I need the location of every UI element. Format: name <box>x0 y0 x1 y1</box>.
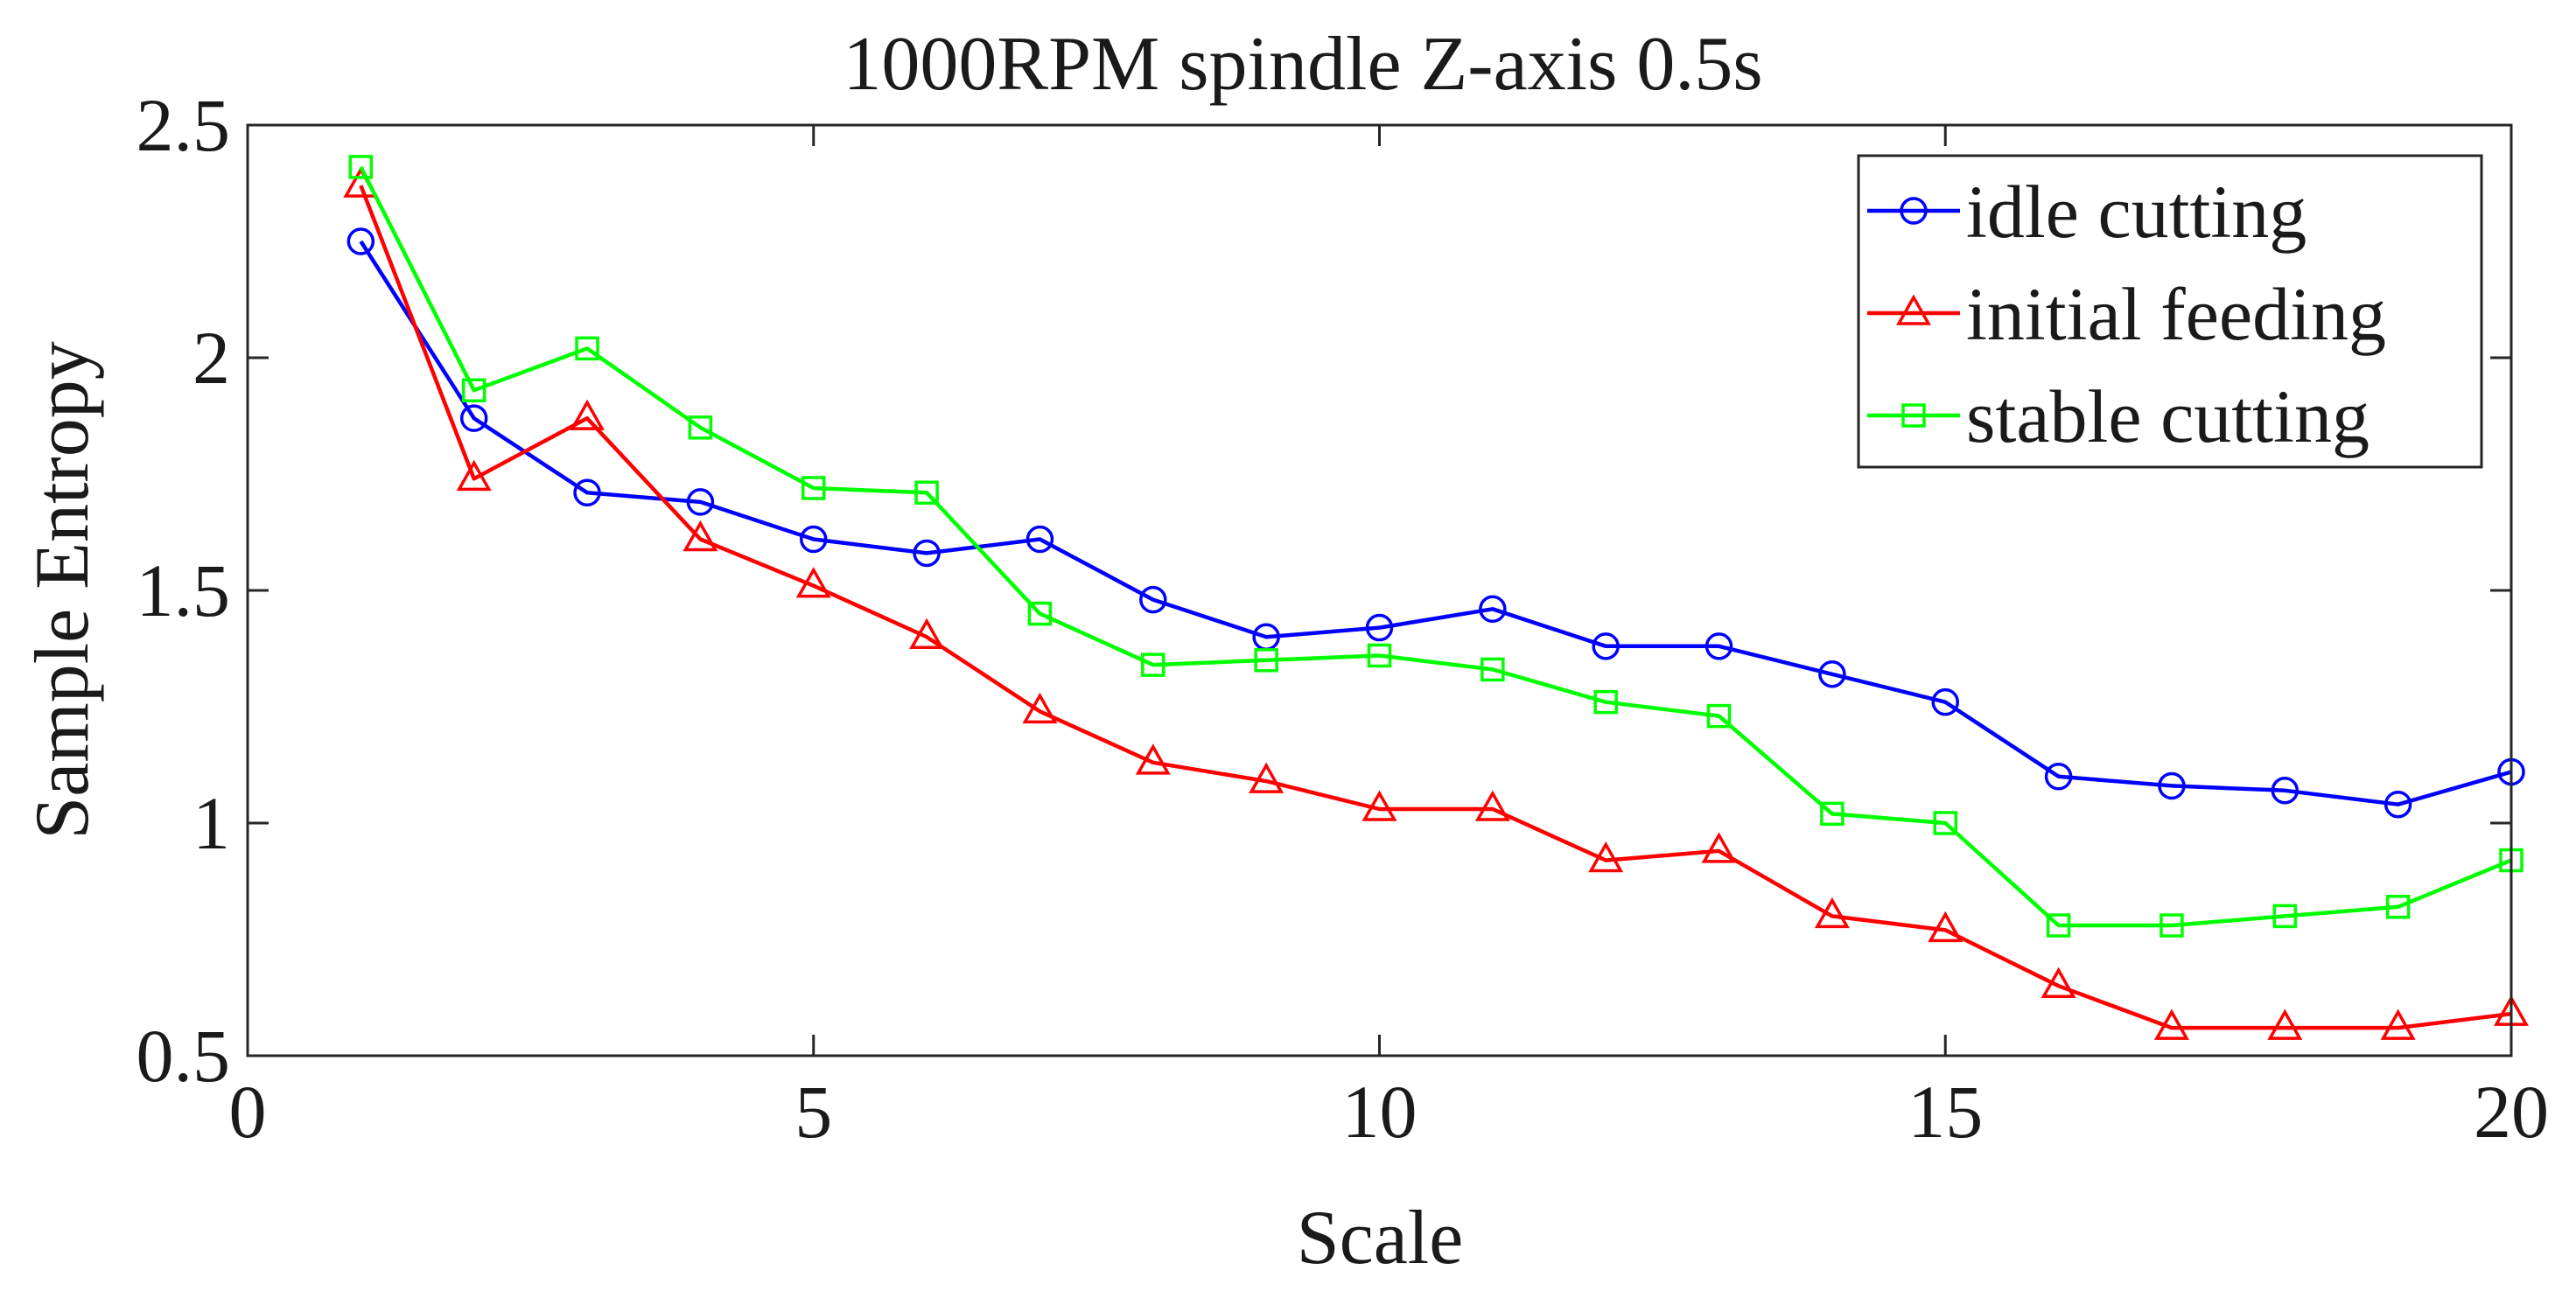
data-point-idle-cutting <box>800 525 828 554</box>
data-point-idle-cutting <box>2044 763 2073 791</box>
axis-ticks: 0 5 10 15 20 0.5 1 1.5 2 2.5 <box>136 83 2550 1154</box>
data-point-initial-feeding <box>682 520 718 552</box>
x-tick-label: 0 <box>229 1070 267 1154</box>
data-point-stable-cutting <box>1367 643 1392 668</box>
data-point-initial-feeding <box>1022 692 1058 724</box>
data-point-stable-cutting <box>914 480 939 506</box>
data-point-stable-cutting <box>1593 689 1618 715</box>
data-point-initial-feeding <box>1362 790 1397 821</box>
data-point-stable-cutting <box>802 476 826 500</box>
legend-marker-idle-cutting <box>1900 197 1928 225</box>
x-axis-label: Scale <box>1297 1196 1464 1281</box>
x-tick-label: 5 <box>794 1070 832 1154</box>
data-point-stable-cutting <box>1933 811 1957 835</box>
chart-title: 1000RPM spindle Z-axis 0.5s <box>843 22 1762 107</box>
data-point-initial-feeding <box>2153 1008 2189 1040</box>
data-point-initial-feeding <box>570 399 606 430</box>
series-line-idle-cutting <box>359 240 2512 806</box>
data-point-initial-feeding <box>2267 1008 2303 1040</box>
data-point-stable-cutting <box>2046 913 2071 938</box>
legend-label-stable-cutting: stable cutting <box>1966 374 2370 458</box>
legend-marker-initial-feeding <box>1895 294 1932 325</box>
x-tick-label: 10 <box>1342 1070 1418 1154</box>
data-point-idle-cutting <box>2271 777 2300 805</box>
data-point-idle-cutting <box>1818 660 1846 688</box>
data-point-stable-cutting <box>2272 904 2298 929</box>
data-point-initial-feeding <box>1249 762 1284 793</box>
data-point-stable-cutting <box>1820 801 1844 827</box>
data-point-idle-cutting <box>1026 525 1054 554</box>
y-tick-label: 1 <box>192 781 230 865</box>
legend-marker-stable-cutting <box>1901 403 1926 428</box>
data-point-stable-cutting <box>348 155 374 179</box>
data-point-idle-cutting <box>686 488 715 516</box>
series-line-initial-feeding <box>359 185 2512 1030</box>
data-point-stable-cutting <box>1027 601 1053 626</box>
data-point-idle-cutting <box>2158 771 2186 800</box>
data-point-stable-cutting <box>1706 703 1732 729</box>
y-axis-label: Sample Entropy <box>20 341 105 839</box>
y-tick-label: 2 <box>192 316 230 400</box>
data-point-idle-cutting <box>459 404 488 432</box>
data-point-idle-cutting <box>2384 790 2412 819</box>
data-point-initial-feeding <box>909 618 945 649</box>
data-point-stable-cutting <box>575 336 599 361</box>
data-point-initial-feeding <box>1928 911 1964 943</box>
data-point-initial-feeding <box>795 567 831 598</box>
data-point-initial-feeding <box>1814 897 1850 929</box>
data-point-initial-feeding <box>1474 790 1510 821</box>
data-point-stable-cutting <box>1141 652 1166 677</box>
plot-area-frame <box>246 123 2513 1057</box>
data-point-stable-cutting <box>2385 895 2411 919</box>
data-point-idle-cutting <box>1931 687 1959 716</box>
data-point-initial-feeding <box>2040 967 2076 998</box>
y-tick-label: 0.5 <box>136 1014 231 1098</box>
data-point-initial-feeding <box>1701 832 1737 863</box>
series-initial-feeding <box>343 166 2530 1040</box>
legend-label-initial-feeding: initial feeding <box>1966 272 2386 356</box>
legend-label-idle-cutting: idle cutting <box>1966 170 2306 254</box>
series-idle-cutting <box>346 227 2525 819</box>
data-point-initial-feeding <box>1135 743 1171 775</box>
data-point-stable-cutting <box>1480 657 1505 682</box>
legend: idle cutting initial feeding stable cuttin… <box>1857 154 2483 469</box>
series-layer <box>343 155 2530 1040</box>
legend-box <box>1857 154 2483 469</box>
x-tick-label: 15 <box>1908 1070 1983 1154</box>
data-point-initial-feeding <box>2380 1008 2416 1040</box>
data-point-idle-cutting <box>573 478 601 507</box>
data-point-initial-feeding <box>1588 841 1624 873</box>
data-point-idle-cutting <box>1479 595 1507 624</box>
data-point-stable-cutting <box>461 378 486 402</box>
data-point-idle-cutting <box>346 227 375 255</box>
data-point-initial-feeding <box>456 459 492 492</box>
y-tick-label: 1.5 <box>136 548 231 632</box>
data-point-stable-cutting <box>2160 913 2184 938</box>
y-tick-label: 2.5 <box>136 83 231 167</box>
data-point-idle-cutting <box>1704 632 1733 660</box>
series-line-stable-cutting <box>359 165 2512 928</box>
data-point-stable-cutting <box>688 415 713 440</box>
data-point-stable-cutting <box>1254 648 1278 673</box>
data-point-idle-cutting <box>1592 632 1620 660</box>
data-point-idle-cutting <box>913 539 941 568</box>
data-point-idle-cutting <box>1365 613 1394 642</box>
x-tick-label: 20 <box>2474 1070 2549 1154</box>
data-point-idle-cutting <box>1139 585 1167 614</box>
